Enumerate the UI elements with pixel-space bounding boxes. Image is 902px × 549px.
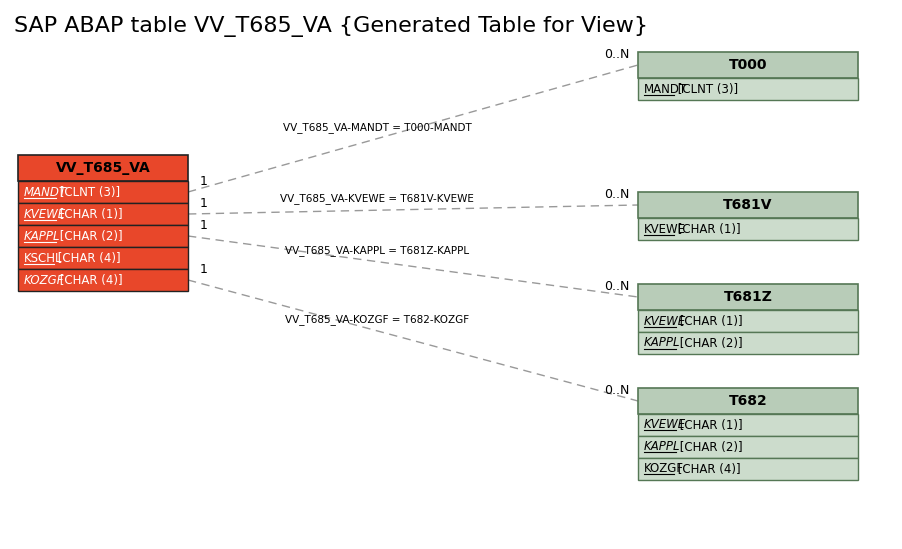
Text: [CHAR (1)]: [CHAR (1)] — [676, 418, 742, 432]
Text: 0..N: 0..N — [604, 280, 630, 293]
Text: VV_T685_VA-KVEWE = T681V-KVEWE: VV_T685_VA-KVEWE = T681V-KVEWE — [280, 193, 474, 204]
Text: KSCHL: KSCHL — [24, 251, 62, 265]
Bar — [18, 203, 188, 225]
Text: 1: 1 — [199, 219, 207, 232]
Text: KOZGF: KOZGF — [24, 273, 64, 287]
Text: [CHAR (4)]: [CHAR (4)] — [57, 273, 123, 287]
Text: [CHAR (1)]: [CHAR (1)] — [676, 315, 742, 328]
Text: T681V: T681V — [723, 198, 772, 212]
Text: 0..N: 0..N — [604, 188, 630, 201]
Bar — [638, 218, 857, 240]
Text: KVEWE: KVEWE — [643, 315, 686, 328]
Bar — [638, 388, 857, 414]
Text: [CHAR (2)]: [CHAR (2)] — [57, 229, 123, 243]
Bar — [638, 436, 857, 458]
Text: [CHAR (1)]: [CHAR (1)] — [673, 222, 740, 236]
Text: KAPPL: KAPPL — [24, 229, 60, 243]
Text: KVEWE: KVEWE — [643, 222, 686, 236]
Text: VV_T685_VA-KOZGF = T682-KOZGF: VV_T685_VA-KOZGF = T682-KOZGF — [285, 314, 468, 325]
Text: T682: T682 — [728, 394, 767, 408]
Text: VV_T685_VA: VV_T685_VA — [56, 161, 151, 175]
Text: MANDT: MANDT — [24, 186, 67, 199]
Text: MANDT: MANDT — [643, 82, 686, 96]
Text: T681Z: T681Z — [723, 290, 771, 304]
Bar — [638, 310, 857, 332]
Bar — [638, 52, 857, 78]
Text: [CLNT (3)]: [CLNT (3)] — [673, 82, 737, 96]
Text: 1: 1 — [199, 263, 207, 276]
Text: KAPPL: KAPPL — [643, 337, 680, 350]
Bar — [18, 225, 188, 247]
Text: [CHAR (2)]: [CHAR (2)] — [676, 440, 742, 453]
Text: SAP ABAP table VV_T685_VA {Generated Table for View}: SAP ABAP table VV_T685_VA {Generated Tab… — [14, 16, 648, 37]
Text: [CHAR (4)]: [CHAR (4)] — [673, 462, 740, 475]
Text: KVEWE: KVEWE — [643, 418, 686, 432]
Text: KVEWE: KVEWE — [24, 208, 66, 221]
Text: 0..N: 0..N — [604, 384, 630, 397]
Bar — [18, 269, 188, 291]
Bar — [638, 332, 857, 354]
Text: KAPPL: KAPPL — [643, 440, 680, 453]
Text: 1: 1 — [199, 197, 207, 210]
Bar — [638, 192, 857, 218]
Text: 1: 1 — [199, 175, 207, 188]
Bar — [638, 458, 857, 480]
Bar — [638, 78, 857, 100]
Bar — [18, 155, 188, 181]
Text: 0..N: 0..N — [604, 48, 630, 61]
Bar — [18, 181, 188, 203]
Text: [CHAR (1)]: [CHAR (1)] — [57, 208, 123, 221]
Bar — [638, 284, 857, 310]
Text: VV_T685_VA-KAPPL = T681Z-KAPPL: VV_T685_VA-KAPPL = T681Z-KAPPL — [285, 245, 468, 256]
Text: T000: T000 — [728, 58, 767, 72]
Text: [CHAR (4)]: [CHAR (4)] — [54, 251, 121, 265]
Text: VV_T685_VA-MANDT = T000-MANDT: VV_T685_VA-MANDT = T000-MANDT — [282, 122, 471, 133]
Bar — [18, 247, 188, 269]
Text: KOZGF: KOZGF — [643, 462, 683, 475]
Bar — [638, 414, 857, 436]
Text: [CHAR (2)]: [CHAR (2)] — [676, 337, 742, 350]
Text: [CLNT (3)]: [CLNT (3)] — [57, 186, 121, 199]
